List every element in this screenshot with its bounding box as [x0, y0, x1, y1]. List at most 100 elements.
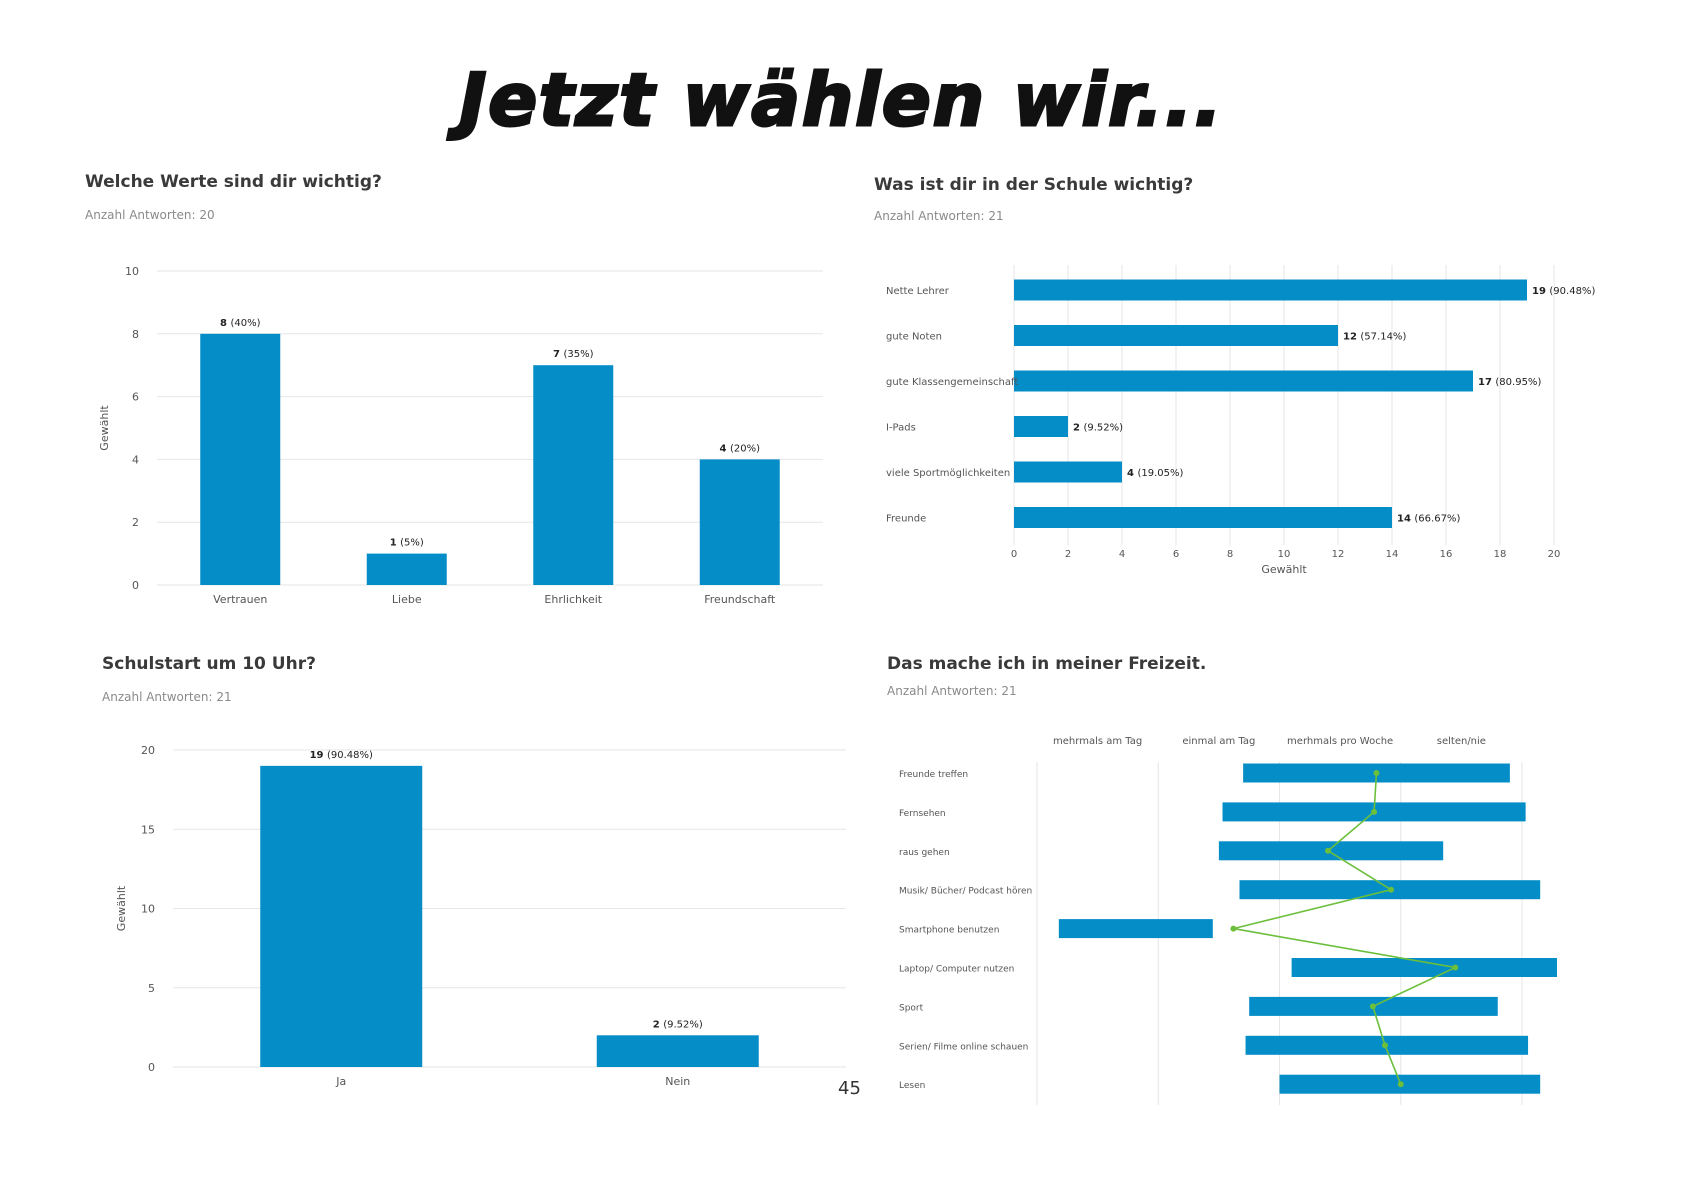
freizeit-mean-point	[1388, 886, 1395, 893]
freizeit-category-label: Smartphone benutzen	[899, 926, 999, 936]
freizeit-category-label: Serien/ Filme online schauen	[899, 1042, 1028, 1052]
schule-xtick-label: 8	[1227, 549, 1233, 560]
chart-schulstart: 0 5 10 15 20 Gewählt 19 (90.48%) Ja 2 (9.52%) Nei…	[115, 744, 846, 1088]
werte-category-label: Liebe	[392, 593, 422, 606]
freizeit-category-label: Freunde treffen	[899, 770, 968, 780]
schulstart-ytick-label: 15	[141, 823, 155, 836]
chart-freizeit: mehrmals am Tag einmal am Tag merhmals pro…	[899, 736, 1557, 1105]
werte-ytick-label: 6	[132, 391, 139, 404]
schule-category-label: Nette Lehrer	[886, 286, 950, 297]
werte-ytick-label: 0	[132, 579, 139, 592]
schule-xtick-label: 6	[1173, 549, 1179, 560]
freizeit-mean-point	[1371, 808, 1378, 815]
schule-data-label: 19 (90.48%)	[1532, 286, 1595, 297]
schulstart-ytick-label: 5	[148, 982, 155, 995]
schulstart-ylabel: Gewählt	[115, 885, 128, 931]
werte-ytick-label: 8	[132, 328, 139, 341]
freizeit-scale-label: merhmals pro Woche	[1287, 736, 1393, 747]
chart-werte-subtitle: Anzahl Antworten: 20	[85, 208, 215, 222]
schule-xtick-label: 20	[1548, 549, 1561, 560]
freizeit-category-label: Laptop/ Computer nutzen	[899, 965, 1014, 975]
schulstart-bar	[596, 1035, 759, 1067]
werte-category-label: Ehrlichkeit	[544, 593, 602, 606]
freizeit-bar	[1058, 919, 1213, 939]
freizeit-mean-point	[1230, 925, 1237, 932]
schule-xtick-label: 2	[1065, 549, 1071, 560]
werte-ylabel: Gewählt	[98, 405, 111, 451]
chart-schulstart-title: Schulstart um 10 Uhr?	[102, 654, 316, 674]
werte-data-label: 1 (5%)	[390, 538, 424, 549]
chart-schule-title: Was ist dir in der Schule wichtig?	[874, 175, 1194, 195]
schule-data-label: 2 (9.52%)	[1073, 423, 1123, 434]
werte-bar	[533, 365, 614, 585]
schule-category-label: Freunde	[886, 514, 926, 525]
chart-schule: 0 2 4 6 8 10 12 14 16 18 20 Gewählt 19 (90.48%) Nette…	[886, 265, 1595, 576]
freizeit-bar	[1291, 958, 1557, 977]
schule-xtick-label: 16	[1440, 549, 1453, 560]
werte-data-label: 7 (35%)	[553, 349, 594, 360]
schule-data-label: 4 (19.05%)	[1127, 468, 1183, 479]
werte-bar	[200, 333, 281, 585]
werte-ytick-label: 2	[132, 516, 139, 529]
schule-xtick-label: 0	[1011, 549, 1017, 560]
schule-bar	[1014, 370, 1473, 392]
schulstart-ytick-label: 0	[148, 1061, 155, 1074]
werte-category-label: Vertrauen	[213, 593, 267, 606]
schulstart-ytick-label: 10	[141, 903, 155, 916]
werte-bar	[699, 459, 780, 585]
freizeit-scale-label: selten/nie	[1437, 736, 1486, 747]
schulstart-data-label: 2 (9.52%)	[653, 1019, 703, 1030]
freizeit-category-label: Sport	[899, 1003, 924, 1013]
schulstart-category-label: Nein	[665, 1075, 690, 1088]
freizeit-category-label: raus gehen	[899, 848, 950, 858]
schule-bar	[1014, 279, 1527, 301]
page-title: Jetzt wählen wir...	[458, 57, 1224, 144]
freizeit-mean-point	[1325, 847, 1331, 854]
schulstart-category-label: Ja	[335, 1075, 346, 1088]
schulstart-bar	[260, 765, 423, 1067]
werte-ytick-label: 10	[125, 265, 139, 278]
chart-schulstart-subtitle: Anzahl Antworten: 21	[102, 690, 232, 704]
freizeit-category-label: Fernsehen	[899, 809, 946, 819]
chart-freizeit-subtitle: Anzahl Antworten: 21	[887, 684, 1017, 698]
chart-werte-title: Welche Werte sind dir wichtig?	[85, 172, 382, 192]
werte-bar	[366, 553, 447, 585]
schule-bar	[1014, 461, 1122, 483]
werte-category-label: Freundschaft	[704, 593, 776, 606]
freizeit-category-label: Musik/ Bücher/ Podcast hören	[899, 887, 1032, 897]
schule-data-label: 12 (57.14%)	[1343, 332, 1406, 343]
freizeit-bar	[1279, 1074, 1541, 1094]
schule-xtick-label: 4	[1119, 549, 1125, 560]
chart-schule-subtitle: Anzahl Antworten: 21	[874, 209, 1004, 223]
schule-bar	[1014, 325, 1338, 346]
schule-xlabel: Gewählt	[1261, 563, 1307, 576]
freizeit-scale-label: einmal am Tag	[1182, 736, 1255, 747]
schule-data-label: 17 (80.95%)	[1478, 377, 1541, 388]
chart-werte: 0 2 4 6 8 10 Gewählt 8 (40%) Vertrauen 1 (5%) Lieb…	[98, 265, 823, 606]
schule-category-label: gute Klassengemeinschaft	[886, 377, 1018, 388]
freizeit-bar	[1218, 841, 1444, 861]
freizeit-scale-label: mehrmals am Tag	[1053, 736, 1142, 747]
werte-data-label: 4 (20%)	[720, 443, 761, 454]
schule-bar	[1014, 507, 1392, 528]
schule-category-label: I-Pads	[886, 423, 916, 434]
schule-xtick-label: 14	[1386, 549, 1399, 560]
freizeit-category-label: Lesen	[899, 1081, 925, 1091]
freizeit-mean-point	[1397, 1081, 1404, 1088]
chart-freizeit-title: Das mache ich in meiner Freizeit.	[887, 654, 1207, 674]
schule-category-label: viele Sportmöglichkeiten	[886, 468, 1010, 479]
freizeit-mean-point	[1381, 1042, 1388, 1049]
werte-ytick-label: 4	[132, 453, 139, 466]
schule-category-label: gute Noten	[886, 332, 942, 343]
freizeit-mean-point	[1373, 770, 1380, 776]
schulstart-ytick-label: 20	[141, 744, 155, 757]
freizeit-mean-point	[1369, 1003, 1376, 1010]
schule-bar	[1014, 416, 1068, 437]
schule-data-label: 14 (66.67%)	[1397, 514, 1460, 525]
freizeit-mean-point	[1452, 964, 1459, 971]
page-number: 45	[838, 1078, 861, 1099]
schulstart-data-label: 19 (90.48%)	[310, 750, 373, 761]
werte-data-label: 8 (40%)	[220, 318, 261, 329]
schule-xtick-label: 10	[1278, 549, 1291, 560]
schule-xtick-label: 12	[1332, 549, 1345, 560]
